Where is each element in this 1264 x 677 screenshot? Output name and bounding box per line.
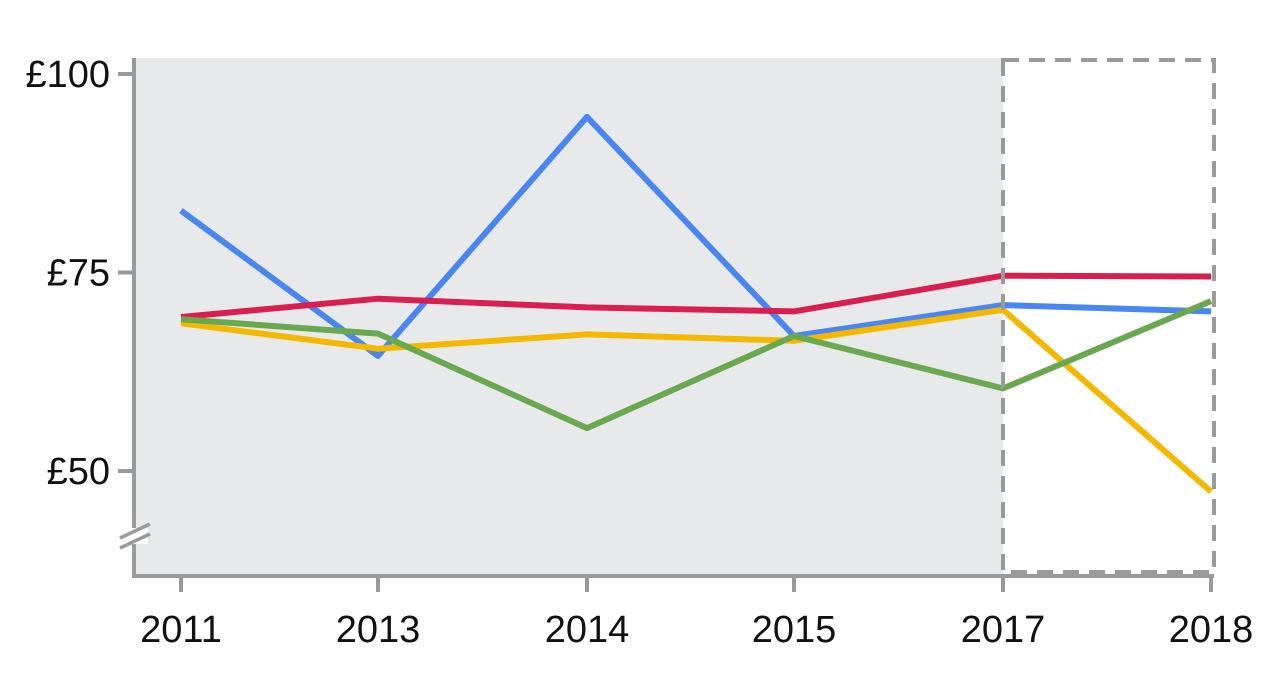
tick-labels: £100 £75 £50 2011 2013 2014 2015 2017 2018 bbox=[25, 54, 1253, 651]
y-tick-label: £100 bbox=[25, 54, 110, 96]
x-tick-label: 2015 bbox=[752, 609, 837, 651]
axis-lines bbox=[132, 58, 1214, 578]
x-tick-label: 2013 bbox=[336, 609, 421, 651]
axes bbox=[118, 58, 1214, 592]
series-line-2 bbox=[180, 272, 1212, 320]
y-tick-label: £75 bbox=[47, 253, 110, 295]
x-tick-label: 2011 bbox=[140, 609, 222, 651]
highlighted-period-box bbox=[1001, 58, 1216, 574]
series-line-4 bbox=[180, 298, 1213, 432]
series-layer bbox=[179, 113, 1213, 494]
shaded-period-background bbox=[134, 58, 1003, 576]
series-line-3 bbox=[180, 306, 1213, 494]
x-tick-label: 2014 bbox=[545, 609, 630, 651]
x-tick-label: 2018 bbox=[1169, 609, 1254, 651]
y-tick-label: £50 bbox=[47, 451, 110, 493]
axis-break-icon bbox=[119, 522, 151, 550]
x-tick-label: 2017 bbox=[961, 609, 1046, 651]
